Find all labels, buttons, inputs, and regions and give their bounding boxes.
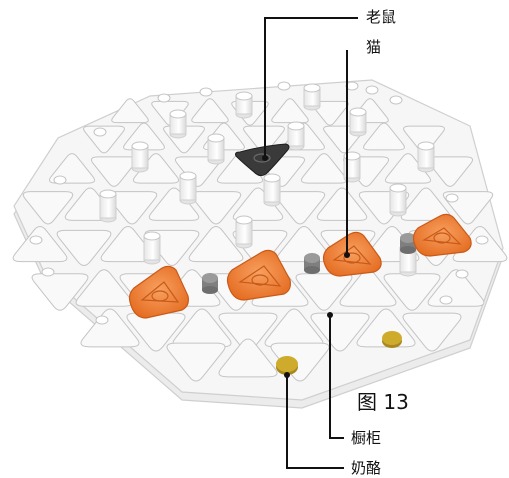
white-peg <box>235 91 253 119</box>
white-peg <box>179 171 197 205</box>
board-cell <box>166 342 226 382</box>
rim-dot <box>389 95 403 105</box>
board-cell <box>80 308 140 348</box>
board-cell <box>188 226 244 263</box>
white-peg <box>263 173 281 207</box>
cupboard-leader-line <box>329 315 344 439</box>
rim-dot <box>93 127 107 137</box>
rim-dot <box>439 295 453 305</box>
mouse-piece <box>235 143 290 177</box>
board-cell <box>56 229 112 266</box>
board-cell <box>132 153 180 184</box>
white-peg <box>417 141 435 173</box>
board-cell <box>148 187 200 221</box>
white-pegs <box>99 83 435 277</box>
rim-dot <box>199 87 213 97</box>
board-cell <box>295 273 353 311</box>
cat-piece <box>412 213 472 257</box>
board-cell <box>191 98 229 124</box>
rim-dot <box>445 193 459 203</box>
figure-number: 图 13 <box>357 390 409 414</box>
rim-dots <box>29 81 489 325</box>
rim-dot <box>95 315 109 325</box>
board-cell <box>310 312 370 352</box>
rim-dot <box>157 93 171 103</box>
cheese-token <box>276 356 298 375</box>
cat-pieces <box>128 213 472 319</box>
leader-lines <box>264 17 358 469</box>
board-cell <box>12 226 68 263</box>
white-peg <box>99 189 117 223</box>
rim-dot <box>53 175 67 185</box>
label-cheese: 奶酪 <box>351 459 382 477</box>
gray-pegs <box>202 233 416 294</box>
board-cell <box>31 273 89 311</box>
gray-peg <box>202 273 218 294</box>
white-peg <box>349 107 367 137</box>
gray-peg <box>304 253 320 274</box>
rim-dot <box>29 235 43 245</box>
board-cell <box>384 153 432 184</box>
white-peg <box>235 215 253 249</box>
board-cell <box>383 273 441 311</box>
cat-piece <box>226 249 291 301</box>
board-cell <box>402 312 462 352</box>
board-cell <box>232 187 284 221</box>
cat-piece <box>322 231 382 277</box>
white-peg <box>169 109 187 139</box>
white-peg <box>389 183 407 217</box>
cheese-tokens <box>276 331 402 375</box>
label-cupboard: 橱柜 <box>351 429 382 447</box>
rim-dot <box>475 235 489 245</box>
rim-dot <box>455 269 469 279</box>
leader-dots <box>262 155 350 378</box>
board-cell <box>22 191 74 225</box>
board-cell <box>300 153 348 184</box>
rim-dot <box>365 85 379 95</box>
rim-dot <box>41 267 55 277</box>
label-cat: 猫 <box>366 38 382 56</box>
cat-piece <box>128 265 189 319</box>
cheese-token <box>382 331 402 348</box>
board-cell <box>111 98 149 124</box>
white-peg <box>287 121 305 151</box>
board-cell <box>271 98 309 124</box>
board-cell <box>316 187 368 221</box>
rim-dot <box>277 81 291 91</box>
board-cell <box>270 342 330 382</box>
board-cell <box>363 122 405 151</box>
board-cell <box>218 338 278 378</box>
white-peg <box>131 141 149 173</box>
white-peg <box>207 133 225 165</box>
gray-peg <box>400 233 416 254</box>
white-peg <box>303 83 321 111</box>
cheese-leader-line <box>286 375 344 469</box>
label-mouse: 老鼠 <box>366 8 397 26</box>
white-peg <box>143 231 161 265</box>
mouse-leader-line <box>264 17 358 158</box>
board-cell <box>126 312 186 352</box>
